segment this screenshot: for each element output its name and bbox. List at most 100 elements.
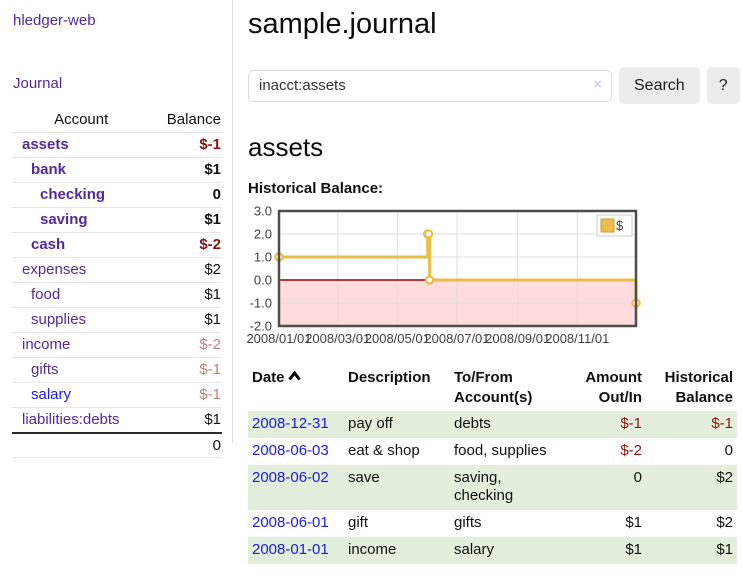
sidebar-account-link[interactable]: income xyxy=(22,336,71,353)
register-amount: $-1 xyxy=(566,411,646,438)
register-date-link[interactable]: 2008-01-01 xyxy=(252,540,329,558)
search-bar: × Search ? xyxy=(248,67,740,104)
sidebar-account-link[interactable]: salary xyxy=(31,386,72,403)
svg-text:2008/05/01: 2008/05/01 xyxy=(365,331,430,346)
sidebar-account-link[interactable]: bank xyxy=(31,161,67,178)
register-header-amount: Amount Out/In xyxy=(585,369,642,406)
register-accounts: gifts xyxy=(454,514,482,531)
search-input[interactable] xyxy=(248,69,612,102)
svg-text:$: $ xyxy=(616,218,624,233)
page-title: sample.journal xyxy=(248,8,437,40)
register-date-link[interactable]: 2008-12-31 xyxy=(252,415,329,432)
register-description: gift xyxy=(348,514,369,531)
register-header-description: Description xyxy=(348,369,431,386)
svg-text:0.0: 0.0 xyxy=(254,273,272,288)
register-amount: $-2 xyxy=(620,441,642,459)
sidebar-account-link[interactable]: saving xyxy=(40,211,88,228)
svg-text:3.0: 3.0 xyxy=(254,204,272,219)
sidebar-account-row: checking 0 xyxy=(12,182,222,208)
sidebar-account-balance: $1 xyxy=(150,157,222,183)
svg-text:1.0: 1.0 xyxy=(254,250,272,265)
register-accounts: debts xyxy=(450,411,566,438)
sidebar-account-link[interactable]: checking xyxy=(40,186,106,203)
accounts-total-row: 0 xyxy=(12,432,222,458)
accounts-rows: assets $-1 bank $1 checking 0 saving $1 cash $-2 e… xyxy=(12,132,222,434)
register-amount: 0 xyxy=(566,464,646,510)
sidebar-account-balance: $1 xyxy=(150,307,222,333)
accounts-header-row: Account Balance xyxy=(12,108,222,133)
register-header-accounts: To/From Account(s) xyxy=(454,369,533,406)
register-row: 2008-06-01 gift gifts $1 $2 xyxy=(248,510,737,537)
register-table: Date Description To/From Account(s) Amou… xyxy=(248,366,737,564)
brand-link[interactable]: hledger-web xyxy=(13,12,96,29)
register-amount: $1 xyxy=(566,536,646,564)
search-input-wrap: × xyxy=(248,69,612,102)
sidebar-account-link[interactable]: expenses xyxy=(22,261,87,278)
sidebar-account-row: food $1 xyxy=(12,282,222,308)
svg-text:-2.0: -2.0 xyxy=(250,319,272,334)
sidebar-account-row: supplies $1 xyxy=(12,307,222,333)
register-date-link[interactable]: 2008-06-03 xyxy=(252,441,329,459)
sidebar-account-row: assets $-1 xyxy=(12,132,222,158)
register-date-link[interactable]: 2008-06-02 xyxy=(252,468,329,486)
sidebar-account-balance: $1 xyxy=(150,207,222,233)
register-balance: $2 xyxy=(646,464,737,510)
clear-icon[interactable]: × xyxy=(593,75,602,93)
sidebar-account-link[interactable]: cash xyxy=(31,236,66,253)
sidebar-account-row: expenses $2 xyxy=(12,257,222,283)
sidebar-account-balance: $1 xyxy=(204,411,221,428)
sidebar-account-row: gifts $-1 xyxy=(12,357,222,383)
accounts-total-value: 0 xyxy=(150,432,222,458)
svg-text:2008/11/01: 2008/11/01 xyxy=(545,331,609,346)
register-balance: $1 xyxy=(646,536,737,564)
svg-text:2008/09/01: 2008/09/01 xyxy=(485,331,550,346)
register-description: income xyxy=(344,536,450,564)
help-button[interactable]: ? xyxy=(706,67,740,104)
register-description: save xyxy=(344,464,450,510)
sidebar-account-balance: $-1 xyxy=(150,357,222,383)
sidebar-account-row: income $-2 xyxy=(12,332,222,358)
sidebar-account-balance: $-1 xyxy=(150,382,222,408)
register-rows: 2008-12-31 pay off debts $-1 $-1 2008-06-03 ea… xyxy=(248,411,737,564)
sidebar: hledger-web Journal Account Balance asse… xyxy=(0,0,233,458)
search-button[interactable]: Search xyxy=(619,67,700,104)
sidebar-account-link[interactable]: gifts xyxy=(31,361,59,378)
svg-text:2008/01/01: 2008/01/01 xyxy=(246,331,311,346)
historical-balance-chart: 2008/01/012008/03/012008/05/012008/07/01… xyxy=(246,204,641,346)
register-accounts: salary xyxy=(450,536,566,564)
register-accounts: food, supplies xyxy=(454,441,547,459)
register-balance: $-1 xyxy=(646,411,737,438)
svg-text:-1.0: -1.0 xyxy=(250,296,272,311)
register-amount: $1 xyxy=(625,514,642,531)
register-balance: 0 xyxy=(724,441,733,459)
register-header-balance: Historical Balance xyxy=(664,369,733,406)
sidebar-account-row: saving $1 xyxy=(12,207,222,233)
svg-text:2008/07/01: 2008/07/01 xyxy=(424,331,489,346)
register-accounts: saving, checking xyxy=(450,464,566,510)
account-title: assets xyxy=(248,132,324,162)
register-row: 2008-06-03 eat & shop food, supplies $-2 0 xyxy=(248,438,737,465)
accounts-table: Account Balance assets $-1 bank $1 checking 0… xyxy=(12,108,222,458)
svg-text:2008/03/01: 2008/03/01 xyxy=(305,331,370,346)
register-date-link[interactable]: 2008-06-01 xyxy=(252,514,329,531)
accounts-header-account: Account xyxy=(12,108,151,133)
sidebar-account-row: bank $1 xyxy=(12,157,222,183)
accounts-header-balance: Balance xyxy=(150,108,222,133)
register-header-date[interactable]: Date xyxy=(248,366,344,411)
chart-legend: $ xyxy=(596,214,633,237)
sidebar-account-link[interactable]: liabilities:debts xyxy=(22,411,120,428)
sort-asc-icon xyxy=(287,370,301,381)
sidebar-account-row: cash $-2 xyxy=(12,232,222,258)
sidebar-account-link[interactable]: supplies xyxy=(31,311,87,328)
register-description: pay off xyxy=(344,411,450,438)
legend-swatch-icon xyxy=(600,218,615,233)
sidebar-account-link[interactable]: assets xyxy=(22,136,69,153)
sidebar-account-balance: $1 xyxy=(150,282,222,308)
sidebar-account-row: liabilities:debts $1 xyxy=(12,408,222,434)
register-balance: $2 xyxy=(716,514,733,531)
sidebar-account-balance: $-2 xyxy=(150,232,222,258)
sidebar-item-journal[interactable]: Journal xyxy=(13,75,63,92)
register-row: 2008-12-31 pay off debts $-1 $-1 xyxy=(248,411,737,438)
sidebar-account-link[interactable]: food xyxy=(31,286,61,303)
main-content: sample.journal × Search ? assets Histori… xyxy=(233,0,742,564)
